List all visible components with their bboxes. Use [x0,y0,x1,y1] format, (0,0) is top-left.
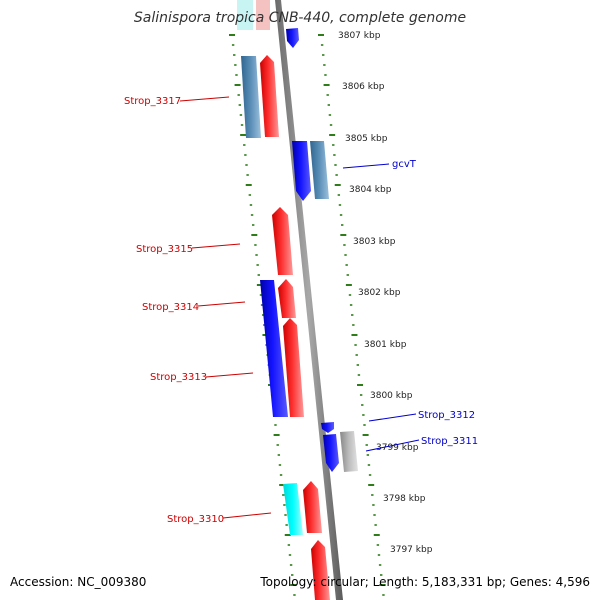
gene-arrow-blue-near-gcvt [292,141,311,201]
kbp-label: 3806 kbp [342,82,385,92]
gene-label-text: Strop_3312 [418,410,475,421]
kbp-label: 3800 kbp [370,391,413,401]
gene-arrow-bottom [311,540,330,600]
leader-line [222,512,272,519]
leader-line [342,163,390,169]
gene-label-strop-3313: Strop_3313 [150,372,254,383]
gene-arrow-gcvt [310,141,329,199]
gene-arrow-strop-3313 [283,318,304,417]
gene-label-strop-3317: Strop_3317 [124,96,230,107]
kbp-label: 3804 kbp [349,185,392,195]
gene-labels: Strop_3317 gcvT Strop_3315 Strop_3314 Strop_… [124,96,478,525]
gene-label-strop-3315: Strop_3315 [136,243,241,255]
leader-line [197,301,246,307]
gene-label-strop-3314: Strop_3314 [142,301,246,313]
gene-arrow-strop-3310 [303,481,322,533]
gene-arrow-gray [340,431,358,472]
topology-text: Topology: circular; Length: 5,183,331 bp… [260,575,590,589]
gene-arrow-strop-3317 [260,55,279,137]
gene-label-text: Strop_3310 [167,514,224,525]
partial-red-feature [256,0,270,30]
gene-label-strop-3311: Strop_3311 [365,436,478,452]
gene-arrow-strop-3314 [278,279,296,318]
kbp-label: 3803 kbp [353,237,396,247]
gene-label-strop-3312: Strop_3312 [368,410,475,422]
kbp-label: 3807 kbp [338,31,381,41]
kbp-label: 3798 kbp [383,494,426,504]
accession-text: Accession: NC_009380 [10,575,147,589]
gene-arrow-strop-3311 [323,434,339,472]
leader-line [205,372,254,378]
leader-line [368,413,417,422]
gene-arrow-blue-long [260,280,288,417]
gene-label-text: gcvT [392,159,417,170]
partial-cyan-feature [237,0,253,30]
gene-label-gcvt: gcvT [342,159,417,170]
gene-label-text: Strop_3314 [142,302,199,313]
gene-label-text: Strop_3317 [124,96,181,107]
kbp-label: 3805 kbp [345,134,388,144]
leader-line [191,243,241,249]
kbp-label: 3802 kbp [358,288,401,298]
kbp-scale: 3807 kbp 3806 kbp 3805 kbp 3804 kbp 3803 kbp… [338,31,433,555]
map-title: Salinispora tropica CNB-440, complete ge… [133,10,467,26]
leader-line [365,439,420,452]
gene-label-text: Strop_3313 [150,372,207,383]
gene-label-text: Strop_3315 [136,244,193,255]
gene-label-text: Strop_3311 [421,436,478,447]
gene-arrow-strop-3317-steel [241,56,261,138]
gene-features [241,28,358,600]
kbp-label: 3799 kbp [376,443,419,453]
kbp-label: 3801 kbp [364,340,407,350]
leader-line [179,96,230,102]
gene-arrow-strop-3310-cyan [283,483,303,535]
outer-tick-track [318,34,386,596]
gene-label-strop-3310: Strop_3310 [167,512,272,525]
gene-arrow-strop-3312 [321,422,334,433]
gene-arrow-top-partial [286,28,299,48]
kbp-label: 3797 kbp [390,545,433,555]
gene-arrow-strop-3315 [272,207,293,275]
